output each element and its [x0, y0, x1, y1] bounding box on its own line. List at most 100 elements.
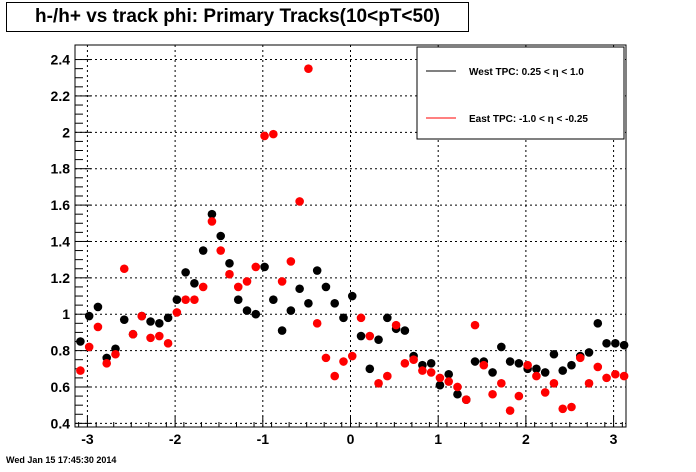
data-point-west [233, 295, 243, 304]
data-point-east [233, 282, 243, 292]
data-point-east [593, 362, 603, 372]
legend-label-east: East TPC: -1.0 < η < -0.25 [469, 114, 588, 125]
data-point-east [137, 311, 147, 321]
x-tick-label: -2 [169, 431, 182, 447]
data-point-east [584, 379, 594, 388]
data-point-west [374, 335, 383, 344]
x-tick-label: 3 [610, 431, 618, 447]
data-point-east [190, 295, 199, 304]
y-tick-label: 2.4 [51, 52, 71, 68]
data-point-west [540, 368, 550, 377]
data-point-east [347, 351, 357, 361]
data-point-west [119, 315, 129, 324]
data-point-west [286, 306, 296, 315]
data-point-east [312, 319, 322, 328]
x-tick-label: 2 [522, 431, 530, 447]
data-point-east [602, 373, 611, 383]
y-tick-label: 1.2 [51, 270, 71, 286]
data-point-east [172, 308, 182, 317]
data-point-west [146, 317, 155, 326]
data-point-west [347, 291, 357, 301]
y-tick-label: 2.2 [51, 88, 71, 104]
data-point-east [374, 379, 383, 388]
data-point-east [198, 282, 208, 292]
data-point-west [93, 302, 103, 312]
data-point-west [198, 246, 208, 255]
data-point-east [391, 320, 401, 330]
data-point-west [558, 366, 568, 375]
y-tick-label: 2 [62, 124, 70, 140]
data-point-east [102, 359, 112, 368]
data-point-west [304, 299, 313, 308]
data-point-east [251, 262, 261, 272]
data-point-east [181, 295, 190, 304]
data-point-east [163, 339, 173, 348]
data-point-east [540, 388, 550, 397]
data-point-east [488, 389, 497, 399]
data-point-east [260, 131, 269, 141]
y-tick-label: 1.8 [51, 161, 71, 177]
data-point-east [523, 360, 532, 370]
y-tick-label: 1.4 [51, 233, 71, 249]
data-point-east [269, 129, 278, 139]
data-point-west [567, 360, 576, 370]
data-point-east [514, 391, 524, 401]
data-point-east [119, 264, 129, 274]
data-point-west [216, 231, 226, 241]
data-point-west [312, 266, 322, 275]
data-point-east [532, 371, 541, 381]
data-point-east [383, 371, 392, 381]
data-point-west [76, 337, 85, 346]
data-point-east [619, 371, 629, 381]
data-point-east [453, 382, 462, 392]
data-point-west [225, 258, 234, 268]
data-point-east [418, 366, 427, 375]
data-point-east [93, 322, 103, 332]
data-point-west [269, 295, 278, 304]
data-point-east [611, 369, 620, 379]
data-point-east [216, 246, 226, 255]
data-point-west [602, 339, 611, 348]
legend-box [416, 46, 625, 140]
data-point-east [339, 357, 348, 366]
data-point-east [277, 277, 287, 286]
data-point-east [321, 353, 331, 363]
data-point-east [295, 197, 304, 206]
data-point-west [277, 326, 287, 335]
data-point-east [111, 349, 120, 359]
data-point-west [365, 364, 375, 374]
data-point-east [155, 331, 164, 341]
data-point-west [295, 284, 304, 294]
data-point-east [444, 377, 454, 386]
data-point-east [479, 360, 489, 370]
data-point-east [304, 64, 313, 73]
data-point-west [611, 339, 620, 348]
data-point-east [207, 217, 217, 226]
data-point-east [435, 373, 445, 383]
data-point-west [321, 282, 331, 292]
grid-lines [75, 45, 626, 427]
x-tick-label: -3 [81, 431, 94, 447]
data-point-east [225, 269, 234, 279]
data-point-east [400, 359, 410, 368]
data-point-east [356, 313, 366, 323]
data-point-east [409, 355, 418, 364]
data-point-west [339, 313, 348, 323]
data-point-west [242, 306, 252, 315]
data-point-west [163, 313, 173, 323]
chart-title: h-/h+ vs track phi: Primary Tracks(10<pT… [6, 2, 469, 32]
data-point-west [181, 268, 190, 277]
data-point-west [172, 295, 182, 304]
data-point-west [488, 368, 497, 377]
data-point-west [532, 364, 541, 374]
data-point-west [356, 331, 366, 341]
data-point-east [286, 257, 296, 266]
data-point-east [549, 379, 559, 388]
x-tick-label: 0 [347, 431, 355, 447]
data-point-east [497, 379, 506, 388]
data-point-east [242, 277, 252, 286]
data-point-east [84, 342, 94, 352]
data-point-east [146, 333, 155, 343]
y-tick-label: 1 [62, 306, 70, 322]
